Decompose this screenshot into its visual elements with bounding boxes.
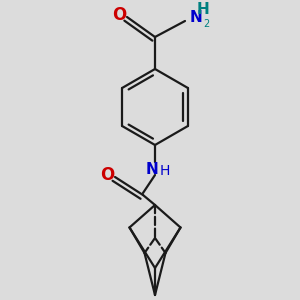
Text: N: N <box>146 161 158 176</box>
Text: H: H <box>196 2 209 17</box>
Text: N: N <box>190 11 203 26</box>
Text: O: O <box>112 6 126 24</box>
Text: O: O <box>100 166 114 184</box>
Text: H: H <box>160 164 170 178</box>
Text: 2: 2 <box>203 19 209 29</box>
